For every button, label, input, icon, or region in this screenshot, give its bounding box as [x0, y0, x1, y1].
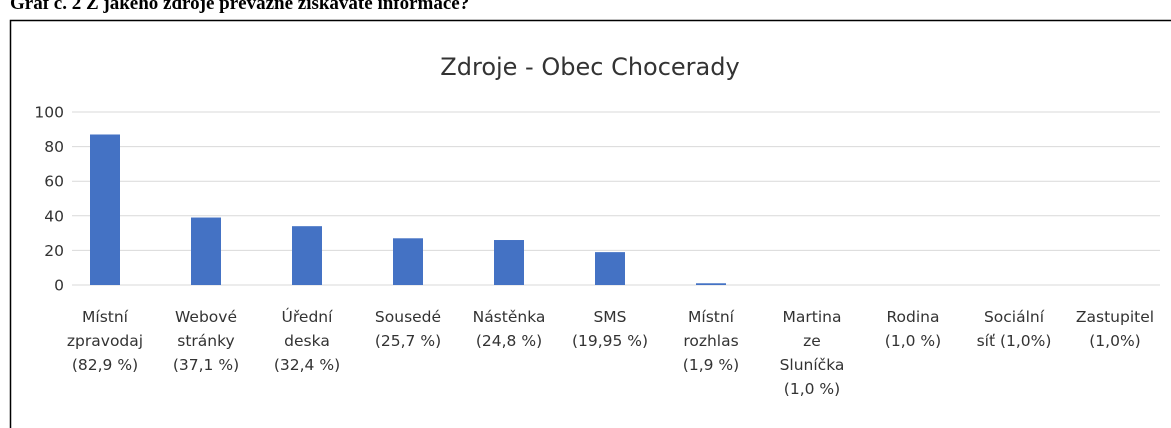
y-tick-label: 0	[54, 277, 64, 295]
caption: Graf č. 2 Z jakého zdroje převážně získá…	[10, 0, 469, 14]
x-tick-label: deska	[284, 332, 330, 350]
y-tick-label: 80	[44, 138, 64, 156]
x-tick-label: (25,7 %)	[375, 332, 441, 350]
x-tick-label: Martina	[783, 308, 842, 326]
x-tick-label: Webové	[175, 308, 237, 326]
chart-frame	[9, 19, 1171, 428]
bar	[90, 134, 120, 285]
y-tick-label: 20	[44, 242, 64, 260]
y-tick-label: 60	[44, 173, 64, 191]
bar	[595, 252, 625, 285]
x-tick-label: Úřední	[282, 307, 334, 326]
chart-title: Zdroje - Obec Chocerady	[440, 53, 739, 81]
x-tick-label: (1,0 %)	[784, 380, 840, 398]
x-tick-label: Sousedé	[375, 308, 441, 326]
x-tick-label: rozhlas	[683, 332, 738, 350]
bar	[696, 283, 726, 285]
x-tick-label: (1,9 %)	[683, 356, 739, 374]
x-tick-label: (37,1 %)	[173, 356, 239, 374]
x-tick-label: Zastupitel	[1076, 308, 1154, 326]
x-tick-label: stránky	[177, 332, 234, 350]
x-tick-label: SMS	[593, 308, 626, 326]
x-tick-label: zpravodaj	[67, 332, 143, 350]
x-tick-label: Místní	[82, 308, 129, 326]
x-tick-label: (1,0 %)	[885, 332, 941, 350]
bar	[494, 240, 524, 285]
x-tick-label: Místní	[688, 308, 735, 326]
x-tick-label: Nástěnka	[473, 308, 546, 326]
x-tick-label: (1,0%)	[1089, 332, 1140, 350]
bar	[393, 238, 423, 285]
x-tick-label: (24,8 %)	[476, 332, 542, 350]
x-tick-label: (82,9 %)	[72, 356, 138, 374]
y-tick-label: 40	[44, 207, 64, 225]
x-tick-label: Sociální	[984, 308, 1045, 326]
x-tick-label: ze	[803, 332, 821, 350]
bar	[292, 226, 322, 285]
x-tick-label: Rodina	[886, 308, 939, 326]
x-tick-label: (19,95 %)	[572, 332, 648, 350]
y-tick-label: 100	[34, 104, 64, 122]
x-tick-label: síť (1,0%)	[977, 332, 1052, 350]
x-tick-label: (32,4 %)	[274, 356, 340, 374]
x-tick-label: Sluníčka	[780, 356, 845, 374]
bar	[191, 217, 221, 285]
